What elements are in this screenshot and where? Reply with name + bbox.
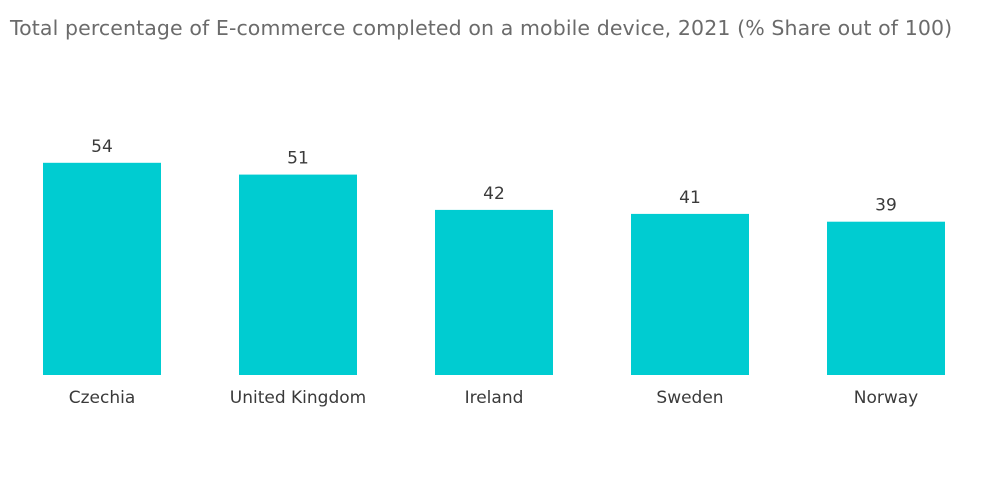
data-label-sweden: 41 <box>679 188 701 208</box>
x-tick-label-ireland: Ireland <box>465 388 524 408</box>
x-tick-label-united-kingdom: United Kingdom <box>230 388 366 408</box>
bar-norway <box>827 221 945 375</box>
bar-czechia <box>43 162 161 375</box>
chart-title: Total percentage of E-commerce completed… <box>10 16 953 40</box>
bar-sweden <box>631 213 749 375</box>
x-tick-label-norway: Norway <box>854 388 919 408</box>
data-label-czechia: 54 <box>91 137 113 157</box>
bar-united-kingdom <box>239 174 357 375</box>
bar-ireland <box>435 209 553 375</box>
data-label-united-kingdom: 51 <box>287 149 309 169</box>
data-label-ireland: 42 <box>483 184 505 204</box>
data-label-norway: 39 <box>875 196 897 216</box>
x-tick-label-czechia: Czechia <box>69 388 136 408</box>
x-tick-label-sweden: Sweden <box>656 388 723 408</box>
